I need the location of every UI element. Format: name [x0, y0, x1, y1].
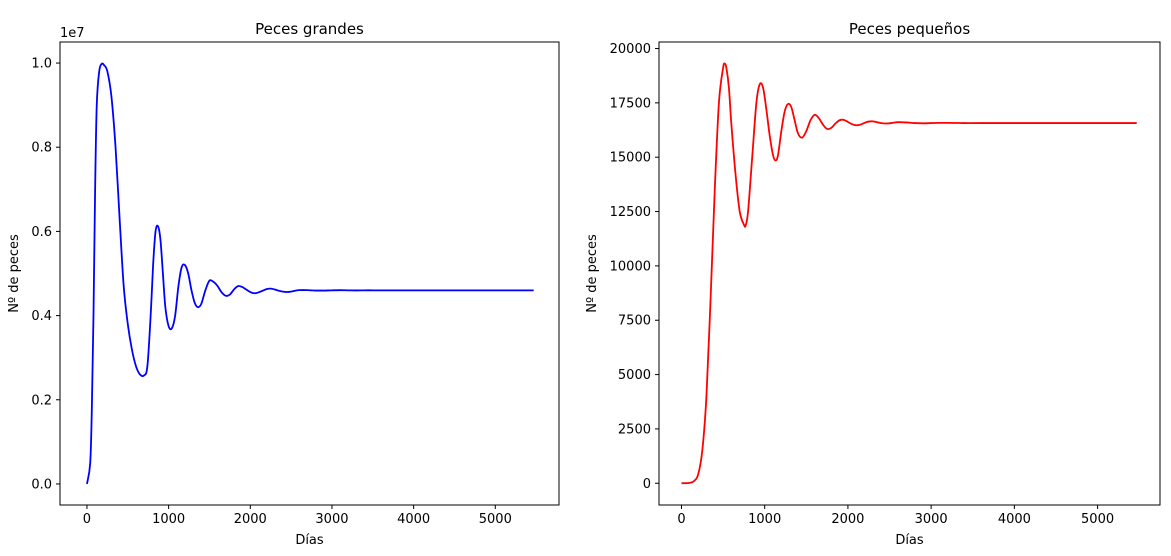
plot-area: 0 1000 2000 3000 4000 5000 0.0 0.2 0.4 0.6 0.8 1.0	[31, 41, 560, 527]
y-tick-label: 0.2	[31, 393, 52, 408]
x-tick-label: 4000	[998, 512, 1031, 527]
x-tick-label: 1000	[748, 512, 781, 527]
y-axis-label: Nº de peces	[7, 234, 22, 313]
plot-area: 0 1000 2000 3000 4000 5000 0 2500 5000 7500 10000 1…	[610, 41, 1161, 527]
y-tick-label: 1.0	[31, 57, 52, 72]
series-line	[86, 62, 534, 485]
chart-peces-pequenos: Peces pequeños 0 1000 2000 3000 4000 5000 0 250…	[585, 20, 1161, 548]
tick-group: 0 1000 2000 3000 4000 5000 0.0 0.2 0.4 0.6 0.8 1.0	[31, 57, 512, 527]
y-tick-label: 2500	[618, 422, 651, 437]
y-tick-label: 10000	[610, 259, 651, 274]
x-tick-label: 4000	[397, 512, 430, 527]
y-tick-label: 7500	[618, 314, 651, 329]
y-tick-label: 12500	[610, 205, 651, 220]
x-tick-label: 3000	[915, 512, 948, 527]
series-layer	[681, 62, 1137, 485]
y-tick-label: 17500	[610, 96, 651, 111]
plot-frame	[658, 41, 1161, 506]
y-offset-text: 1e7	[60, 26, 85, 41]
series-layer	[86, 62, 534, 485]
y-tick-label: 20000	[610, 42, 651, 57]
y-tick-label: 15000	[610, 151, 651, 166]
tick-group: 0 1000 2000 3000 4000 5000 0 2500 5000 7500 10000 1…	[610, 42, 1114, 527]
x-tick-label: 3000	[315, 512, 348, 527]
x-tick-label: 1000	[152, 512, 185, 527]
y-axis-label: Nº de peces	[585, 234, 600, 313]
x-axis-label: Días	[295, 533, 324, 548]
y-tick-label: 0.4	[31, 309, 52, 324]
y-tick-label: 0	[643, 477, 651, 492]
x-tick-label: 2000	[234, 512, 267, 527]
x-tick-label: 2000	[831, 512, 864, 527]
y-tick-label: 0.0	[31, 477, 52, 492]
x-tick-label: 0	[83, 512, 91, 527]
plot-frame	[59, 41, 560, 506]
y-tick-label: 0.6	[31, 225, 52, 240]
x-tick-label: 0	[677, 512, 685, 527]
x-tick-label: 5000	[1081, 512, 1114, 527]
y-tick-label: 0.8	[31, 141, 52, 156]
x-tick-label: 5000	[479, 512, 512, 527]
chart-title: Peces pequeños	[849, 20, 970, 38]
chart-peces-grandes: Peces grandes 1e7 0 1000 2000 3000 4000 50000…	[7, 20, 560, 548]
series-line	[681, 62, 1137, 485]
y-tick-label: 5000	[618, 368, 651, 383]
x-axis-label: Días	[895, 533, 924, 548]
chart-title: Peces grandes	[255, 20, 364, 38]
